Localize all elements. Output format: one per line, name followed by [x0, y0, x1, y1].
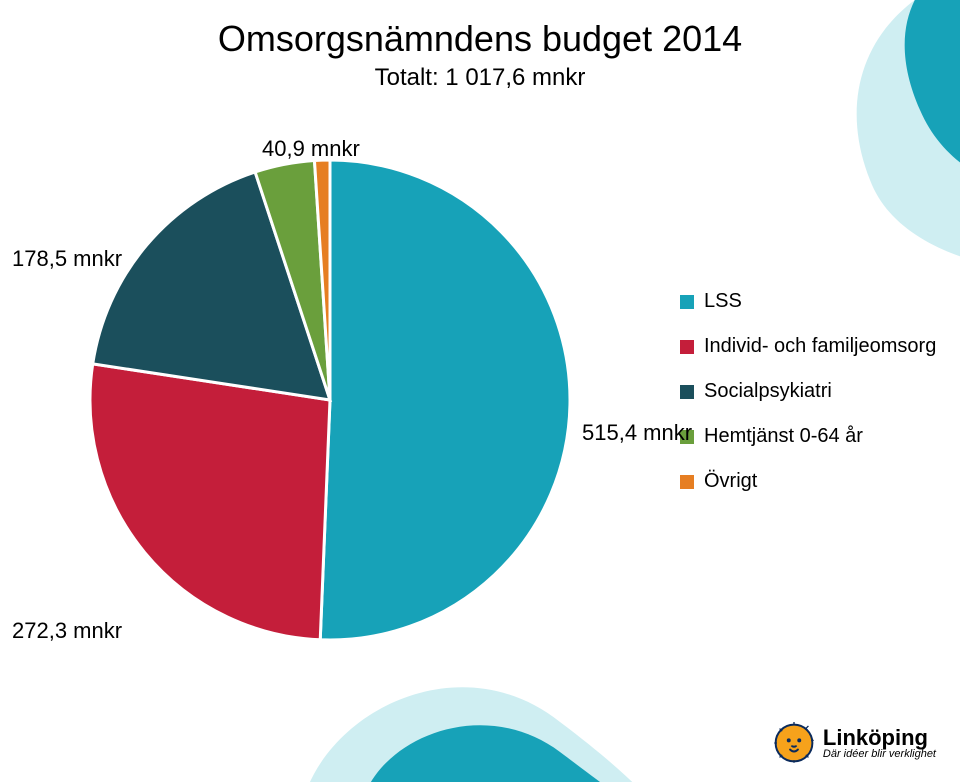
footer-tagline: Där idéer blir verklighet: [823, 749, 936, 761]
legend-label: Övrigt: [704, 470, 757, 493]
legend-item: Individ- och familjeomsorg: [680, 335, 936, 358]
legend-label: Hemtjänst 0-64 år: [704, 425, 863, 448]
lion-icon: [773, 722, 815, 764]
pie-slice: [320, 160, 570, 640]
slice-value-label: 40,9 mnkr: [262, 136, 360, 162]
legend-swatch: [680, 295, 694, 309]
legend-swatch: [680, 340, 694, 354]
slice-value-label: 515,4 mnkr: [582, 420, 692, 446]
pie-slice: [90, 364, 330, 640]
slice-value-label: 272,3 mnkr: [12, 618, 122, 644]
legend-swatch: [680, 475, 694, 489]
legend-label: Individ- och familjeomsorg: [704, 335, 936, 358]
legend-label: Socialpsykiatri: [704, 380, 832, 403]
bg-blob-bottom: [300, 632, 660, 782]
page-subtitle: Totalt: 1 017,6 mnkr: [0, 64, 960, 92]
legend-item: LSS: [680, 290, 936, 313]
slice-value-label: 178,5 mnkr: [12, 246, 122, 272]
chart-legend: LSS Individ- och familjeomsorg Socialpsyki…: [680, 290, 936, 515]
legend-item: Hemtjänst 0-64 år: [680, 425, 936, 448]
legend-item: Socialpsykiatri: [680, 380, 936, 403]
legend-item: Övrigt: [680, 470, 936, 493]
page-title: Omsorgsnämndens budget 2014: [0, 18, 960, 60]
pie-chart: [90, 160, 570, 640]
legend-swatch: [680, 385, 694, 399]
footer-logo: Linköping Där idéer blir verklighet: [773, 722, 936, 764]
legend-label: LSS: [704, 290, 742, 313]
footer-city: Linköping: [823, 726, 936, 749]
